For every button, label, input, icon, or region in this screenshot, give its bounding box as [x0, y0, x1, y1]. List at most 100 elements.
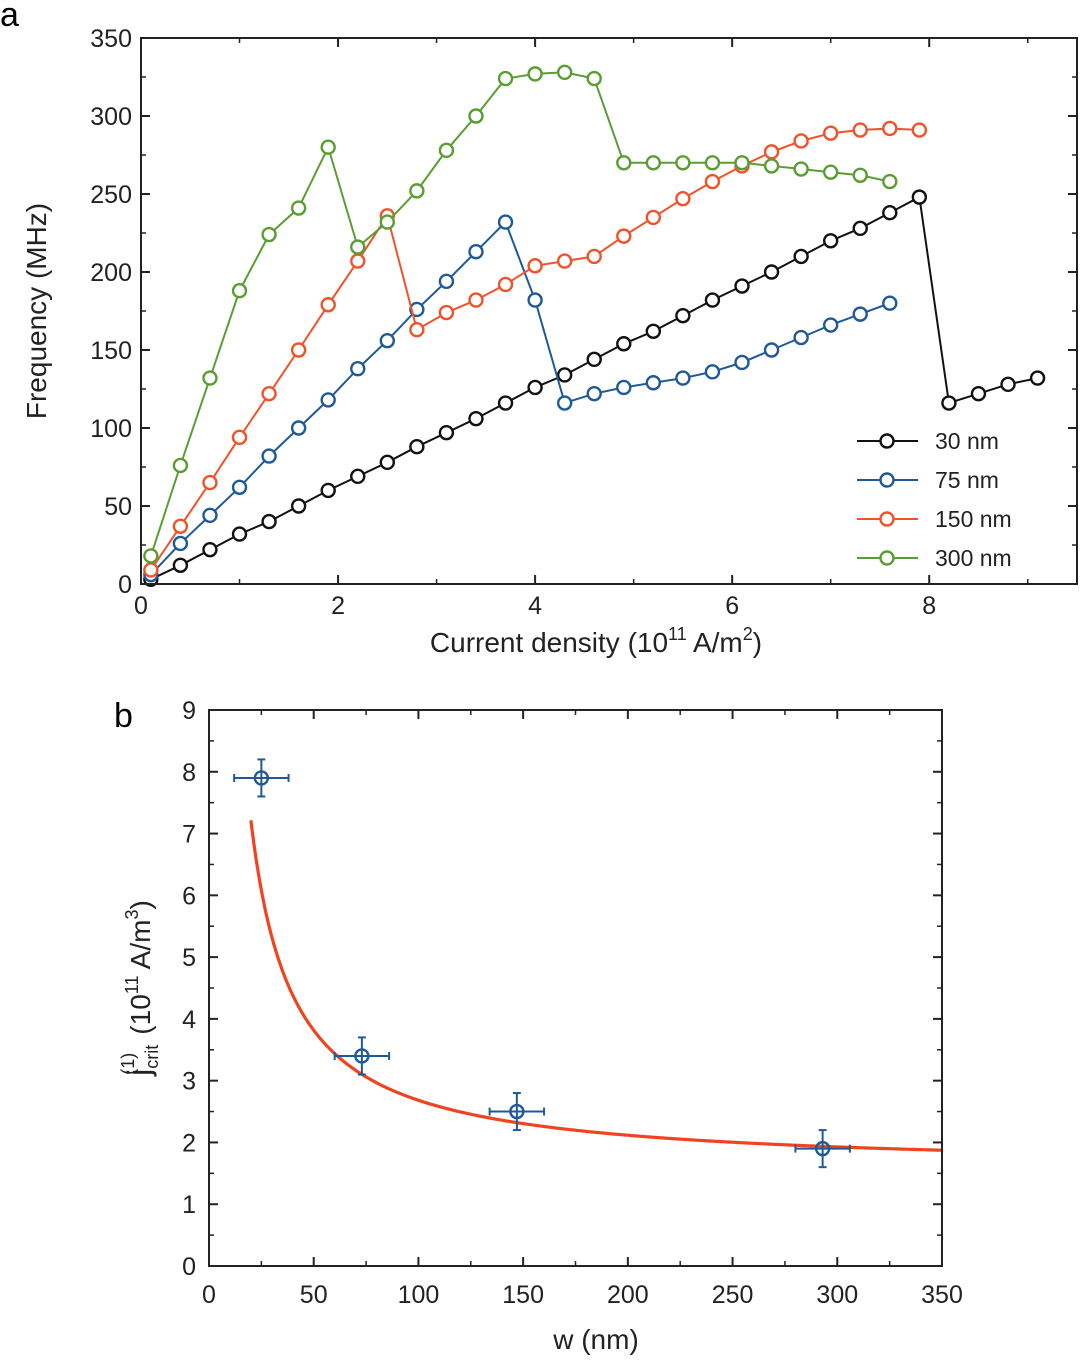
a-data-point [852, 122, 868, 138]
a-xtick-label: 6 [725, 592, 739, 620]
a-data-point [350, 361, 366, 377]
a-data-point [1029, 370, 1046, 386]
panel-a-xlabel: Current density (1011 A/m2) [430, 624, 762, 658]
a-ytick-label: 350 [90, 25, 132, 53]
b-data-point [814, 1140, 831, 1157]
b-xtick-label: 350 [921, 1281, 963, 1309]
a-data-point [763, 158, 780, 174]
a-data-point [231, 429, 248, 446]
a-data-point [556, 64, 573, 81]
a-data-point [261, 513, 277, 530]
a-data-point [350, 468, 366, 485]
a-data-point [497, 395, 514, 411]
a-data-point [616, 155, 632, 171]
a-xtick-label: 2 [331, 592, 345, 620]
b-data-point [509, 1103, 525, 1120]
a-data-point [645, 209, 662, 226]
a-data-point [409, 322, 425, 338]
a-series-3 [143, 64, 898, 564]
b-ytick-label: 4 [182, 1006, 196, 1034]
b-data-point-group [794, 1129, 851, 1169]
a-data-point [527, 379, 543, 396]
a-data-point [822, 125, 839, 141]
a-series-2 [143, 120, 928, 578]
a-series-line [150, 127, 920, 571]
a-data-point [320, 392, 336, 408]
a-data-point [320, 482, 336, 499]
a-data-point [911, 122, 928, 138]
a-data-point [468, 244, 484, 260]
a-series-line [149, 71, 891, 557]
a-data-point [320, 297, 336, 313]
a-data-point [793, 248, 809, 265]
a-data-point [290, 420, 307, 436]
a-legend-label: 150 nm [935, 506, 1012, 532]
a-data-point [822, 233, 839, 249]
a-data-point [438, 304, 455, 321]
a-xtick-label: 4 [528, 592, 542, 620]
a-data-point [231, 283, 248, 299]
a-data-point [320, 139, 336, 155]
a-legend-entry: 75 nm [857, 467, 999, 493]
a-legend-entry: 150 nm [857, 506, 1012, 532]
a-data-point [675, 307, 691, 324]
b-xtick-label: 300 [816, 1281, 858, 1309]
a-data-point [261, 448, 277, 464]
a-data-point [527, 292, 543, 308]
a-data-point [172, 557, 189, 573]
a-ytick-label: 0 [118, 571, 132, 599]
a-data-point [704, 292, 721, 308]
a-data-point [409, 183, 425, 199]
a-data-point [468, 292, 484, 308]
a-data-point [202, 541, 218, 558]
a-data-point [290, 342, 307, 358]
a-ytick-label: 250 [90, 181, 132, 209]
a-data-point [231, 526, 248, 542]
a-data-point [852, 306, 868, 322]
panel-b-plot-frame [208, 709, 943, 1267]
a-data-point [852, 220, 868, 237]
b-ytick-label: 6 [182, 882, 196, 910]
a-data-point [379, 214, 396, 230]
a-ytick-label: 300 [90, 103, 132, 131]
b-ytick-label: 2 [182, 1129, 196, 1157]
a-data-point [438, 142, 455, 159]
a-data-point [143, 548, 159, 564]
b-data-point [253, 770, 270, 786]
b-xtick-label: 150 [502, 1281, 544, 1309]
a-data-point [882, 205, 898, 221]
a-data-point [970, 385, 987, 402]
a-data-point [734, 278, 750, 294]
a-data-point [438, 424, 455, 441]
a-data-point [911, 189, 928, 205]
a-data-point [645, 375, 662, 391]
a-data-point [882, 120, 898, 137]
a-data-point [675, 370, 691, 386]
a-data-point [350, 253, 366, 269]
a-legend-label: 300 nm [935, 545, 1012, 571]
a-ytick-label: 200 [90, 259, 132, 287]
a-data-point [793, 161, 809, 177]
a-legend-marker [879, 511, 895, 527]
b-xtick-label: 50 [300, 1281, 328, 1309]
panel-a-label: a [0, 0, 19, 34]
a-data-point [143, 562, 159, 578]
a-data-point [438, 273, 455, 290]
a-data-point [882, 173, 898, 190]
b-fit-curve [249, 820, 942, 1152]
a-data-point [290, 200, 307, 216]
a-ytick-label: 50 [104, 493, 132, 521]
a-data-point [763, 144, 780, 160]
a-data-point [172, 518, 189, 534]
a-data-point [645, 323, 662, 339]
a-ytick-label: 100 [90, 415, 132, 443]
b-ytick-label: 0 [182, 1253, 196, 1281]
a-data-point [586, 248, 602, 265]
b-data-point-group [333, 1036, 391, 1076]
a-data-point [645, 155, 662, 171]
a-data-point [231, 479, 248, 495]
a-data-point [409, 301, 425, 318]
a-data-point [497, 214, 514, 230]
a-data-point [675, 155, 691, 171]
